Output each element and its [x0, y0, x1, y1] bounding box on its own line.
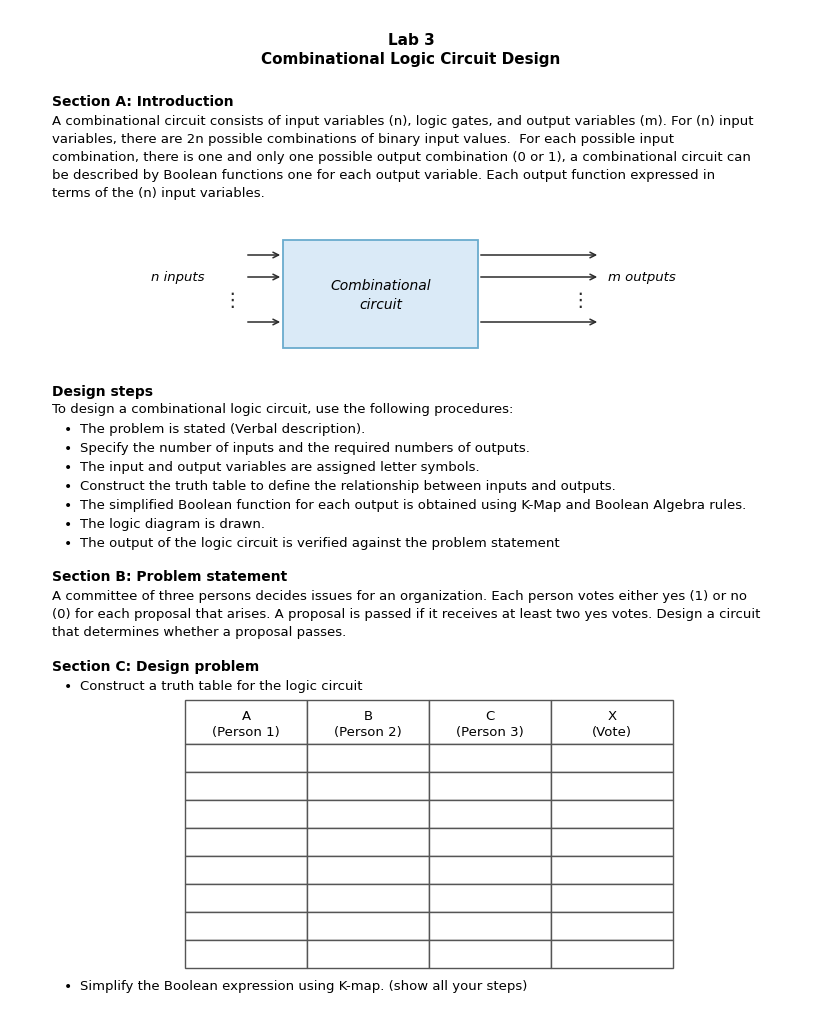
Text: •: • [64, 499, 72, 513]
Bar [185, 828, 307, 856]
Text: circuit: circuit [359, 298, 402, 312]
Bar [551, 772, 673, 800]
Bar [185, 856, 307, 884]
Text: Construct a truth table for the logic circuit: Construct a truth table for the logic ci… [80, 680, 362, 693]
Bar [429, 912, 551, 940]
Bar [551, 828, 673, 856]
Text: be described by Boolean functions one for each output variable. Each output func: be described by Boolean functions one fo… [52, 169, 715, 182]
Bar [551, 800, 673, 828]
Bar [429, 772, 551, 800]
Bar [307, 828, 429, 856]
Bar [429, 828, 551, 856]
Text: Combinational: Combinational [330, 279, 430, 293]
Text: that determines whether a proposal passes.: that determines whether a proposal passe… [52, 626, 346, 639]
Bar [551, 700, 673, 744]
Text: variables, there are 2n possible combinations of binary input values.  For each : variables, there are 2n possible combina… [52, 133, 674, 146]
Bar [429, 940, 551, 968]
Text: (Person 1): (Person 1) [212, 726, 280, 739]
Text: A committee of three persons decides issues for an organization. Each person vot: A committee of three persons decides iss… [52, 590, 747, 603]
Bar [307, 800, 429, 828]
Text: (Person 3): (Person 3) [456, 726, 524, 739]
Bar [185, 884, 307, 912]
Bar [307, 940, 429, 968]
Text: •: • [64, 442, 72, 456]
Bar [185, 940, 307, 968]
Bar [185, 912, 307, 940]
Text: A: A [241, 710, 250, 723]
Text: ⋮: ⋮ [222, 291, 242, 309]
Text: •: • [64, 980, 72, 994]
Text: •: • [64, 518, 72, 532]
Text: combination, there is one and only one possible output combination (0 or 1), a c: combination, there is one and only one p… [52, 151, 751, 164]
Bar [307, 772, 429, 800]
Text: •: • [64, 537, 72, 551]
Text: Design steps: Design steps [52, 385, 153, 399]
Text: m outputs: m outputs [608, 270, 676, 284]
Bar [551, 744, 673, 772]
Bar [551, 856, 673, 884]
Text: The simplified Boolean function for each output is obtained using K-Map and Bool: The simplified Boolean function for each… [80, 499, 746, 512]
Bar [429, 700, 551, 744]
Bar [307, 912, 429, 940]
Text: terms of the (n) input variables.: terms of the (n) input variables. [52, 187, 265, 200]
Bar [429, 884, 551, 912]
Bar [551, 912, 673, 940]
Text: •: • [64, 680, 72, 694]
Text: To design a combinational logic circuit, use the following procedures:: To design a combinational logic circuit,… [52, 403, 514, 416]
Text: X: X [607, 710, 616, 723]
Text: Section A: Introduction: Section A: Introduction [52, 95, 234, 109]
Text: n inputs: n inputs [151, 270, 205, 284]
Text: Lab 3: Lab 3 [388, 33, 435, 48]
Text: (0) for each proposal that arises. A proposal is passed if it receives at least : (0) for each proposal that arises. A pro… [52, 608, 760, 621]
Bar [429, 744, 551, 772]
Text: Construct the truth table to define the relationship between inputs and outputs.: Construct the truth table to define the … [80, 480, 616, 493]
Bar [429, 856, 551, 884]
Bar [185, 800, 307, 828]
Text: A combinational circuit consists of input variables (n), logic gates, and output: A combinational circuit consists of inpu… [52, 115, 754, 128]
Text: Simplify the Boolean expression using K-map. (show all your steps): Simplify the Boolean expression using K-… [80, 980, 528, 993]
Text: The problem is stated (Verbal description).: The problem is stated (Verbal descriptio… [80, 423, 365, 436]
Text: (Vote): (Vote) [592, 726, 632, 739]
Text: The input and output variables are assigned letter symbols.: The input and output variables are assig… [80, 461, 480, 474]
Text: Specify the number of inputs and the required numbers of outputs.: Specify the number of inputs and the req… [80, 442, 530, 455]
Text: •: • [64, 480, 72, 494]
Text: The output of the logic circuit is verified against the problem statement: The output of the logic circuit is verif… [80, 537, 560, 550]
Bar [185, 744, 307, 772]
Text: ⋮: ⋮ [570, 291, 590, 309]
Text: •: • [64, 461, 72, 475]
Bar [307, 856, 429, 884]
Bar [307, 700, 429, 744]
Text: •: • [64, 423, 72, 437]
Text: Section B: Problem statement: Section B: Problem statement [52, 570, 287, 584]
Bar [307, 884, 429, 912]
Bar [551, 940, 673, 968]
Text: Section C: Design problem: Section C: Design problem [52, 660, 259, 674]
Bar [283, 240, 478, 348]
Text: The logic diagram is drawn.: The logic diagram is drawn. [80, 518, 265, 531]
Text: B: B [364, 710, 373, 723]
Bar [429, 800, 551, 828]
Bar [185, 700, 307, 744]
Bar [551, 884, 673, 912]
Bar [185, 772, 307, 800]
Text: C: C [486, 710, 495, 723]
Text: (Person 2): (Person 2) [334, 726, 402, 739]
Text: Combinational Logic Circuit Design: Combinational Logic Circuit Design [262, 52, 560, 67]
Bar [307, 744, 429, 772]
